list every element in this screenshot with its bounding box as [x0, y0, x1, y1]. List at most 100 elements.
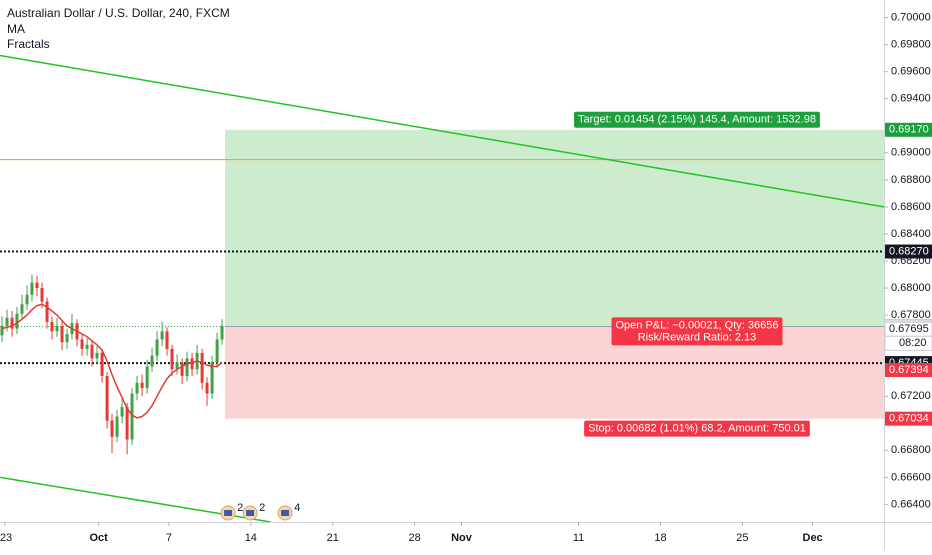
y-tick-label: 0.68600	[891, 201, 931, 213]
candle-body	[145, 366, 149, 389]
y-tick-label: 0.68400	[891, 228, 931, 240]
candle-body	[50, 321, 54, 332]
profit-zone	[225, 129, 884, 327]
candle-body	[170, 348, 174, 370]
price-label: 0.69170	[889, 124, 929, 136]
candle-body	[140, 382, 144, 389]
candle-body	[30, 282, 34, 295]
candle-body	[90, 344, 94, 359]
plot-area: 2 2 4	[0, 54, 884, 522]
stop-label: Stop: 0.00682 (1.01%) 68.2, Amount: 750.…	[588, 423, 806, 435]
x-tick-label: Oct	[89, 532, 108, 544]
axes: 0.70000 0.69800 0.69600 0.69400 0.69000 0.688…	[0, 11, 932, 544]
candle-body	[120, 407, 124, 417]
candle-body	[180, 362, 184, 376]
y-tick-label: 0.66800	[891, 444, 931, 456]
x-tick-label: 21	[327, 532, 339, 544]
candle-body	[45, 301, 49, 322]
y-tick-label: 0.66600	[891, 471, 931, 483]
candle-body	[220, 325, 224, 340]
target-label: Target: 0.01454 (2.15%) 145.4, Amount: 1…	[578, 114, 816, 126]
stop-label-bg	[584, 420, 810, 437]
candle-body	[150, 355, 154, 367]
candle-body	[40, 288, 44, 302]
candle-body	[60, 325, 64, 343]
candle-body	[55, 325, 59, 332]
x-tick-label: 11	[573, 532, 584, 544]
price-label-bg	[885, 411, 932, 426]
price-label: 0.67394	[889, 364, 929, 376]
x-tick-label: Dec	[803, 532, 823, 544]
candle-body	[15, 313, 19, 329]
pnl-label: Open P&L: −0.00021, Qty: 36656	[616, 319, 779, 331]
y-tick-label: 0.70000	[891, 11, 931, 23]
candle-body	[65, 334, 69, 343]
candle-body	[185, 358, 189, 376]
event-flag	[281, 510, 290, 516]
price-label-bg	[885, 122, 932, 137]
candle-body	[10, 317, 14, 329]
target-label-bg	[574, 111, 820, 128]
x-tick-label: 23	[0, 532, 12, 544]
price-label: 0.68270	[889, 245, 929, 257]
candle-body	[175, 362, 179, 370]
ratio-label: Risk/Reward Ratio: 2.13	[638, 331, 757, 343]
candle-body	[165, 331, 169, 349]
loss-zone	[225, 326, 884, 419]
price-label-bg	[885, 362, 932, 377]
y-tick-label: 0.67800	[891, 309, 931, 321]
candle-body	[135, 382, 139, 394]
candle-body	[115, 416, 119, 437]
y-tick-label: 0.69800	[891, 39, 931, 51]
x-tick-label: Nov	[451, 532, 473, 544]
countdown-bg	[884, 335, 932, 351]
indicator-name: MA	[7, 22, 25, 36]
x-tick-label: 28	[409, 532, 421, 544]
candle-body	[190, 358, 194, 370]
y-tick-label: 0.68800	[891, 174, 931, 186]
candle-body	[110, 420, 114, 437]
candle-body	[35, 282, 39, 289]
price-label-bg	[885, 244, 932, 259]
candle-body	[155, 339, 159, 356]
candle-body	[0, 325, 4, 336]
chart-title: Australian Dollar / U.S. Dollar, 240, FX…	[7, 6, 230, 20]
candle-body	[215, 339, 219, 363]
price-label: 0.67034	[889, 413, 929, 425]
countdown: 08:20	[899, 337, 927, 349]
event-count: 4	[294, 502, 300, 514]
y-tick-label: 0.69000	[891, 147, 931, 159]
x-tick-label: 18	[654, 532, 666, 544]
x-tick-label: 7	[166, 532, 172, 544]
candle-body	[130, 393, 134, 440]
x-tick-label: 25	[736, 532, 748, 544]
candle-body	[5, 317, 9, 326]
indicator-name: Fractals	[7, 37, 50, 51]
candle-body	[125, 407, 129, 440]
y-tick-label: 0.69400	[891, 93, 931, 105]
x-tick-label: 14	[245, 532, 257, 544]
price-label: 0.67695	[889, 323, 929, 335]
candle-body	[205, 382, 209, 394]
candle-body	[85, 344, 89, 349]
trend-line	[0, 54, 884, 208]
y-tick-label: 0.69600	[891, 66, 931, 78]
pnl-label-bg	[611, 317, 783, 346]
candle-body	[105, 375, 109, 421]
ma-line	[1, 303, 223, 419]
y-tick-label: 0.67200	[891, 390, 931, 402]
y-tick-label: 0.68000	[891, 282, 931, 294]
event-flag	[246, 510, 255, 516]
event-count: 2	[237, 502, 243, 514]
event-flag	[224, 510, 233, 516]
candle-body	[210, 362, 214, 394]
y-tick-label: 0.66400	[891, 498, 931, 510]
candle-body	[20, 304, 24, 314]
candle-body	[25, 294, 29, 305]
candle-body	[80, 339, 84, 349]
candle-body	[95, 352, 99, 359]
candle-body	[200, 352, 204, 383]
candle-body	[160, 331, 164, 340]
event-count: 2	[259, 502, 265, 514]
